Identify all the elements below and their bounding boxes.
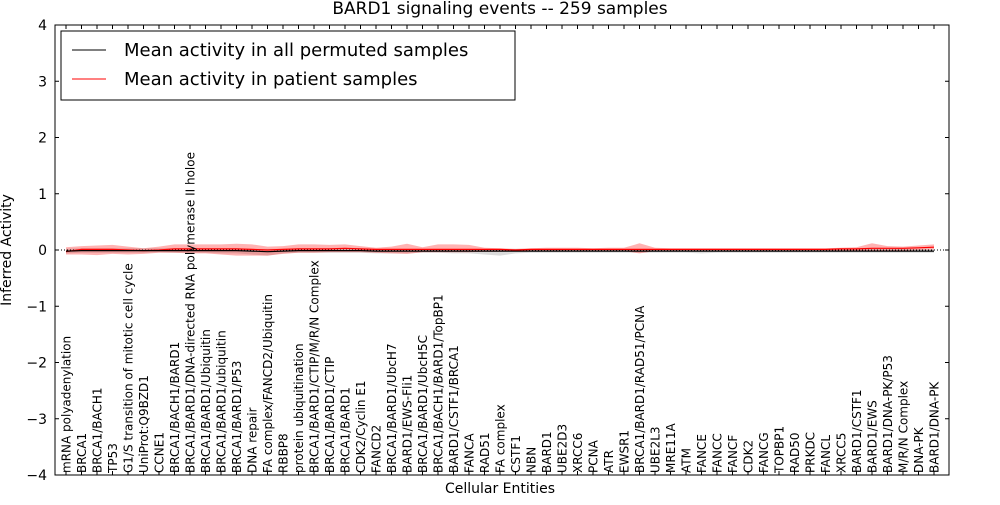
x-axis: mRNA polyadenylation BRCA1 BRCA1/BACH1 TP53… [60,25,942,475]
legend: Mean activity in all permuted samples Me… [60,30,516,101]
x-tick-label: CDK2/Cyclin E1 [354,380,368,473]
x-tick-label: PRKDC [804,432,818,473]
plot-area [55,243,949,256]
x-tick-label: mRNA polyadenylation [60,336,74,473]
x-tick-label: ATM [680,448,694,473]
x-tick-label: BRCA1/BARD1/ubiquitin [215,330,229,473]
x-tick-label: BARD1/DNA-PK/P53 [881,355,895,473]
y-tick-label: 3 [38,74,47,90]
x-tick-label: TP53 [106,443,120,474]
x-tick-label: MRE11A [664,422,678,473]
x-tick-label: BARD1 [540,431,554,473]
x-tick-label: FANCD2 [370,425,384,473]
y-tick-label: 0 [38,243,47,259]
x-tick-label: UniProt:Q9BZD1 [137,375,151,473]
x-tick-label: BRCA1/BARD1 [339,387,353,473]
y-tick-label: 2 [38,131,47,147]
x-tick-label: DNA repair [246,407,260,473]
x-tick-label: BRCA1/BARD1/UbcH5C [416,335,430,473]
y-tick-label: −3 [26,412,47,428]
x-axis-label: Cellular Entities [445,481,555,497]
chart-title: BARD1 signaling events -- 259 samples [332,0,667,19]
legend-label-patient: Mean activity in patient samples [124,69,418,90]
x-tick-label: BRCA1/BARD1/DNA-directed RNA polymerase … [184,152,198,473]
x-tick-label: BRCA1 [75,433,89,473]
permuted-mean-line [65,250,934,253]
x-tick-label: BARD1/EWS-Fli1 [401,375,415,473]
legend-label-permuted: Mean activity in all permuted samples [124,40,468,61]
x-tick-label: EWSR1 [618,430,632,473]
y-tick-label: −1 [26,299,47,315]
x-tick-label: UBE2L3 [649,426,663,473]
x-tick-label: BRCA1/BARD1/RAD51/PCNA [633,305,647,473]
x-tick-label: BRCA1/BARD1/Ubiquitin [199,329,213,473]
x-tick-label: CDK2 [742,440,756,473]
x-tick-label: RAD50 [788,432,802,473]
x-tick-label: BARD1/EWS [866,400,880,473]
x-tick-label: FA complex [494,404,508,473]
x-tick-label: RBBP8 [277,433,291,473]
legend-box [60,30,516,101]
x-tick-label: RAD51 [478,432,492,473]
x-tick-label: BRCA1/BARD1/CTIP/M/R/N Complex [308,260,322,473]
x-tick-label: BRCA1/BARD1/UbcH7 [385,343,399,473]
x-tick-label: FANCF [726,435,740,473]
x-tick-label: FANCL [819,435,833,473]
x-tick-label: NBN [525,447,539,473]
x-tick-label: G1/S transition of mitotic cell cycle [122,263,136,473]
x-tick-label: BRCA1/BACH1 [91,387,105,473]
x-tick-label: XRCC5 [835,433,849,473]
y-axis: 4 3 2 1 0 −1 −2 −3 −4 [26,18,949,484]
y-tick-label: 4 [38,18,47,34]
x-tick-label: BARD1/DNA-PK [928,381,942,473]
x-tick-label: BARD1/CSTF1 [850,389,864,473]
x-tick-label: CCNE1 [153,432,167,473]
x-tick-label: TOPBP1 [773,426,787,474]
patient-mean-line [65,246,935,253]
x-tick-label: CSTF1 [509,435,523,473]
x-tick-label: FANCA [463,433,477,473]
x-tick-label: FANCE [695,434,709,473]
y-axis-label: Inferred Activity [0,194,15,306]
y-tick-label: −2 [26,356,47,372]
x-tick-label: M/R/N Complex [897,381,911,473]
x-tick-label: UBE2D3 [556,424,570,473]
x-tick-label: protein ubiquitination [292,343,306,473]
x-tick-label: BARD1/CSTF1/BRCA1 [447,345,461,473]
x-tick-label: XRCC6 [571,433,585,473]
x-tick-label: ATR [602,450,616,473]
x-tick-label: BRCA1/BACH1/BARD1/TopBP1 [432,294,446,473]
x-tick-label: BRCA1/BACH1/BARD1 [168,342,182,473]
y-tick-label: 1 [38,187,47,203]
x-tick-label: DNA-PK [912,426,926,473]
x-tick-label: FANCC [711,433,725,473]
x-tick-label: FA complex/FANCD2/Ubiquitin [261,294,275,473]
x-tick-label: PCNA [587,439,601,473]
x-tick-label: BRCA1/BARD1/P53 [230,361,244,473]
x-tick-label: BRCA1/BARD1/CTIP [323,357,337,473]
y-tick-label: −4 [26,468,47,484]
x-tick-label: FANCG [757,432,771,473]
